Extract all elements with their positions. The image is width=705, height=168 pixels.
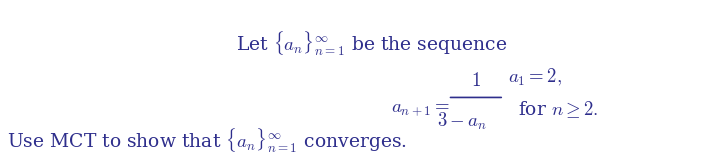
Text: $3 - a_n$: $3 - a_n$	[437, 110, 486, 132]
Text: Use MCT to show that $\{a_n\}_{n=1}^{\infty}$ converges.: Use MCT to show that $\{a_n\}_{n=1}^{\in…	[7, 127, 407, 155]
Text: $a_1 = 2,$: $a_1 = 2,$	[508, 67, 562, 88]
Text: $1$: $1$	[471, 72, 481, 90]
Text: Let $\{a_n\}_{n=1}^{\infty}$ be the sequence: Let $\{a_n\}_{n=1}^{\infty}$ be the sequ…	[236, 30, 508, 58]
Text: $a_{n+1} =$: $a_{n+1} =$	[391, 100, 450, 118]
Text: for $n \geq 2.$: for $n \geq 2.$	[518, 99, 599, 120]
